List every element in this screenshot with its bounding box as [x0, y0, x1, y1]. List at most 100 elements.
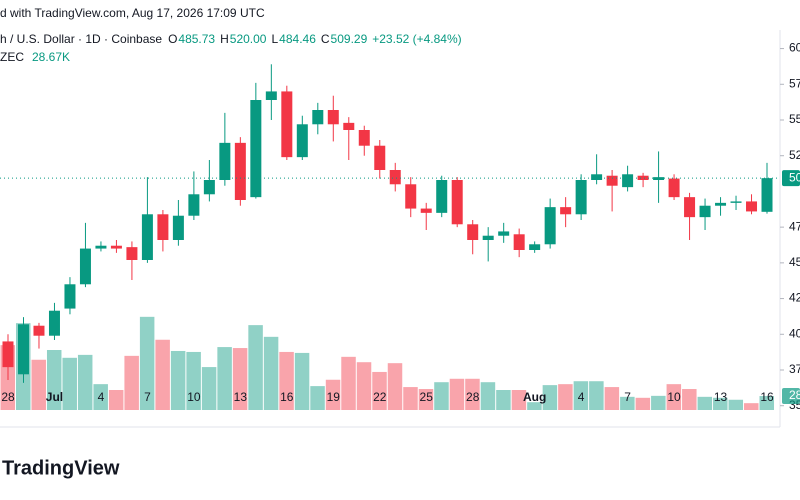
x-tick-label: 28 — [466, 390, 480, 404]
volume-value: 28.67K — [32, 50, 70, 64]
last-volume-box — [782, 388, 800, 405]
volume-bar — [589, 381, 604, 410]
volume-bar — [108, 390, 124, 410]
candle-body — [637, 175, 649, 180]
candle-body — [17, 324, 29, 375]
volume-bar — [325, 379, 341, 410]
volume-bar — [527, 402, 542, 410]
candle-body — [343, 122, 355, 130]
candle-body — [141, 214, 153, 260]
volume-bar — [434, 382, 449, 410]
volume-bar — [46, 350, 62, 410]
last-volume-label: 28 — [789, 388, 800, 402]
candle-body — [513, 234, 525, 250]
volume-bar — [666, 384, 682, 410]
y-tick-label: 37 — [789, 362, 800, 376]
x-tick-label: 28 — [1, 390, 15, 404]
brand: TradingView — [2, 457, 120, 479]
price-change: +23.52 (+4.84%) — [372, 32, 461, 46]
y-tick-label: 52 — [789, 148, 800, 162]
x-tick-label: Aug — [523, 390, 546, 404]
candle-body — [451, 180, 463, 225]
x-tick-label: 7 — [624, 390, 631, 404]
volume-bar — [759, 396, 775, 410]
last-price-label: 50 — [789, 170, 800, 184]
volume-bar — [372, 371, 387, 410]
y-tick-label: 40 — [789, 326, 800, 340]
volume-bar — [341, 356, 356, 410]
candle-body — [668, 178, 680, 198]
volume-bar — [263, 336, 279, 410]
candle-body — [730, 201, 742, 203]
volume-bar — [310, 386, 325, 410]
volume-bar — [217, 347, 232, 410]
candle-body — [358, 130, 370, 146]
y-tick-label: 42 — [789, 291, 800, 305]
volume-bar — [232, 348, 248, 410]
volume-bar — [449, 378, 465, 410]
volume-bar — [713, 397, 728, 410]
x-tick-label: 25 — [420, 390, 434, 404]
candle-body — [95, 245, 107, 249]
volume-bar — [201, 367, 217, 410]
candle-body — [79, 248, 91, 285]
y-tick-label: 55 — [789, 112, 800, 126]
candle-body — [172, 215, 184, 240]
ohlc-value: 485.73 — [178, 32, 215, 46]
candle-body — [405, 184, 417, 209]
volume-bar — [496, 390, 511, 410]
candle-body — [265, 91, 277, 100]
candle-body — [699, 205, 711, 218]
y-tick-label: 47 — [789, 219, 800, 233]
candle-body — [33, 325, 45, 336]
volume-bar — [356, 362, 372, 410]
volume-bar — [186, 351, 201, 410]
ohlc-value: 509.29 — [331, 32, 368, 46]
ohlc-key: H — [220, 32, 229, 46]
volume-bar — [511, 390, 527, 410]
candle-body — [544, 207, 556, 245]
candle-body — [374, 145, 386, 170]
volume-bar — [480, 382, 496, 410]
volume-bar — [403, 387, 418, 410]
volume-bar — [139, 316, 155, 410]
y-tick-label: 57 — [789, 76, 800, 90]
candle-body — [684, 197, 696, 218]
volume-bar — [294, 352, 310, 410]
volume-bar — [124, 355, 139, 410]
x-tick-label: 19 — [327, 390, 341, 404]
candle-body — [389, 170, 401, 185]
candle-body — [761, 178, 773, 212]
volume-bar — [77, 354, 93, 410]
symbol-info: h / U.S. Dollar · 1D · Coinbase — [0, 32, 162, 46]
volume-bar — [744, 403, 759, 410]
x-tick-label: 4 — [578, 390, 585, 404]
candle-body — [219, 142, 231, 180]
volume-bar — [31, 359, 46, 410]
last-price-box — [782, 170, 800, 187]
candle-body — [312, 110, 324, 125]
candle-body — [420, 208, 432, 213]
volume-bar — [279, 351, 294, 410]
volume-bar — [728, 399, 744, 410]
ohlc-value: 484.46 — [279, 32, 316, 46]
volume-title: ZEC — [0, 50, 24, 64]
candle-body — [436, 180, 448, 213]
candle-body — [296, 124, 308, 158]
volume-bar — [697, 396, 713, 410]
volume-bar — [387, 363, 403, 410]
candle-body — [606, 175, 618, 186]
volume-bar — [651, 395, 666, 410]
candle-body — [482, 235, 494, 240]
volume-bar — [248, 325, 263, 410]
x-tick-label: 16 — [760, 390, 774, 404]
x-tick-label: 13 — [234, 390, 248, 404]
ohlc-key: O — [168, 32, 177, 46]
candle-body — [126, 247, 138, 260]
y-tick-label: 60 — [789, 41, 800, 55]
candle-body — [64, 284, 76, 309]
candle-body — [653, 177, 665, 180]
volume-bar — [93, 384, 108, 410]
x-tick-label: 4 — [98, 390, 105, 404]
